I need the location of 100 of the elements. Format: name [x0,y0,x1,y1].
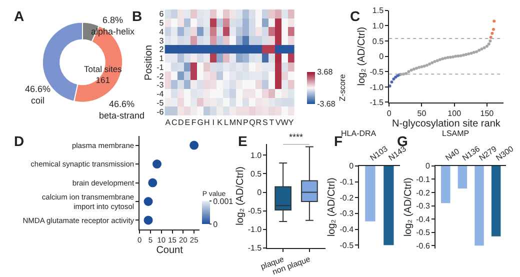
point [472,50,476,54]
y-tick-label: -1 [156,62,164,72]
slice-label: coil [31,96,45,106]
point [490,32,494,35]
y-tick-label: 3 [159,36,164,46]
x-tick-label: R [256,118,262,127]
point [470,52,473,55]
point [433,60,436,64]
x-tick-label: K [217,118,224,127]
x-tick-label: Y [288,118,294,127]
y-tick-label: -1.5 [248,244,262,253]
x-tick-label: F [191,118,196,127]
point [390,80,394,84]
point [422,64,426,68]
x-tick-label: N [236,118,242,127]
x-tick-label: Q [249,118,256,127]
x-tick-label: G [197,118,204,127]
y-tick-label: -1.0 [248,225,262,234]
point [392,77,396,80]
text: A [14,8,24,24]
point [148,178,158,188]
y-tick-label: -0.5 [370,67,384,76]
point [485,44,488,48]
point [407,70,410,74]
point [144,216,153,225]
x-tick-label: C [172,118,178,127]
x-tick-label: P [243,118,248,127]
color-bar-label: 0.001 [213,196,234,206]
color-bar-title: Z-score [338,74,347,102]
point [488,40,492,42]
chart-title: HLA-DRA [341,129,377,138]
text: **** [289,132,304,142]
point [462,54,465,57]
y-tick-label: -0.5 [340,240,354,250]
y-tick-label: 1.0 [250,151,262,160]
y-tick-label: 2 [159,45,164,54]
data-label: 6.8% [102,15,124,25]
x-tick-label: H [204,118,210,127]
point [152,160,162,169]
y-tick-label: 4 [159,27,164,36]
y-tick-label: 0 [379,52,384,62]
y-tick-label: -0.1 [340,178,354,187]
color-bar-label: -3.68 [317,99,336,108]
x-axis-title: Count [156,245,184,256]
point [459,54,462,58]
y-tick-label: -0.5 [248,206,262,216]
point [487,42,490,46]
point [190,140,199,150]
point [454,54,458,58]
y-tick-label: -0.2 [340,193,354,202]
point [446,56,450,60]
x-tick-label: S [262,118,268,127]
point [482,46,486,50]
y-tick-label: -0.4 [340,225,354,234]
point [144,197,153,206]
text: C [350,8,360,24]
y-tick-label: 0 [349,162,354,171]
y-axis-title: log₂ (AD/Ctrl) [356,26,368,86]
y-tick-label: 6 [159,10,164,19]
x-tick-label: 50 [417,108,427,118]
x-tick-label: D [178,118,184,127]
x-tick-label: E [184,118,190,127]
color-bar-label: 0 [213,220,218,229]
point [436,59,439,62]
point [456,54,460,58]
y-tick-label: -0.3 [340,209,354,218]
y-axis-title: Position [144,44,155,80]
y-axis-title: log₂ (AD/Ctrl) [326,178,338,237]
y-tick-label: -4 [156,90,164,99]
point [492,28,495,31]
x-tick-label: N40 [444,146,462,163]
text: F [334,133,343,149]
y-tick-label: 0.5 [372,36,384,46]
y-tick-label: -1.0 [370,82,384,92]
y-tick-label: 1.0 [372,21,384,30]
x-tick-label: 0 [386,108,392,118]
text: E [238,133,248,149]
y-tick-label: -1.5 [370,98,384,108]
x-tick-label: L [224,118,230,127]
chart-title: LSAMP [442,129,470,138]
data-label: 46.6% [25,84,51,94]
x-tick-label: T [269,118,274,127]
color-bar-label: 3.68 [317,67,334,76]
x-tick-label: I [212,118,214,127]
data-label: 46.6% [109,99,135,109]
point [441,57,444,60]
y-tick-label: -0.3 [416,202,430,211]
y-tick-label: 1.5 [372,6,384,16]
point [478,48,481,52]
slice-label: beta-strand [99,110,145,121]
text: Total sites 161 [84,64,122,86]
y-axis-title: log₂ (AD/Ctrl) [403,178,414,237]
point [425,64,428,67]
text: D [14,133,24,149]
y-tick-label: 0 [257,188,262,198]
text: B [132,8,142,24]
x-tick-label: V [275,118,282,127]
y-tick-label: -6 [156,107,164,116]
y-tick-label: 0 [425,162,430,171]
y-tick-label: -0.2 [416,188,430,198]
